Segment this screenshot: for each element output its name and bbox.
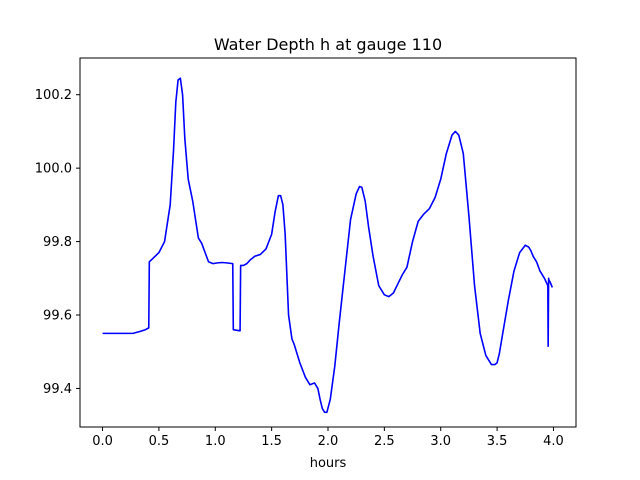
x-tick-label: 3.5 xyxy=(487,434,508,449)
plot-frame xyxy=(79,57,577,428)
x-tick-label: 1.0 xyxy=(205,434,226,449)
y-tick-label: 100.0 xyxy=(35,162,72,177)
x-axis-label: hours xyxy=(310,456,347,471)
x-tick-label: 0.5 xyxy=(149,434,170,449)
series-line-1 xyxy=(102,77,554,414)
y-tick-label: 100.2 xyxy=(35,88,72,103)
x-tick-label: 0.0 xyxy=(92,434,113,449)
x-tick-label: 2.0 xyxy=(318,434,339,449)
y-tick-label: 99.4 xyxy=(43,382,72,397)
chart-title: Water Depth h at gauge 110 xyxy=(214,35,442,54)
plot-area xyxy=(102,77,554,414)
y-tick-label: 99.8 xyxy=(43,235,72,250)
y-tick-label: 99.6 xyxy=(43,309,72,324)
x-axis-ticks: 0.0 0.5 1.0 1.5 2.0 2.5 3.0 3.5 4.0 xyxy=(92,427,564,449)
y-axis-ticks: 99.4 99.6 99.8 100.0 100.2 xyxy=(35,88,80,397)
x-tick-label: 1.5 xyxy=(261,434,282,449)
x-tick-label: 3.0 xyxy=(430,434,451,449)
x-tick-label: 2.5 xyxy=(374,434,395,449)
x-tick-label: 4.0 xyxy=(543,434,564,449)
